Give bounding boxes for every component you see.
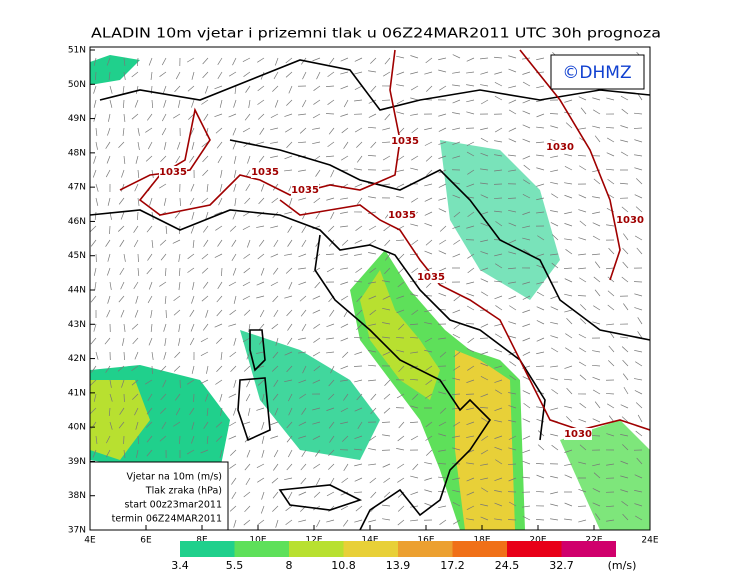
colorbar-label: 32.7: [549, 559, 574, 572]
colorbar-label: 13.9: [386, 559, 411, 572]
map-title: ALADIN 10m vjetar i prizemni tlak u 06Z2…: [91, 27, 661, 42]
colorbar-label: 10.8: [331, 559, 356, 572]
colorbar-swatch: [235, 541, 290, 557]
longitude-label: 4E: [84, 536, 96, 546]
colorbar-swatch: [453, 541, 508, 557]
latitude-label: 45N: [68, 251, 86, 261]
isobar-label: 1030: [564, 429, 592, 440]
colorbar-swatch: [344, 541, 399, 557]
isobar-label: 1035: [251, 167, 279, 178]
latitude-label: 44N: [68, 286, 86, 296]
latitude-label: 47N: [68, 183, 86, 193]
colorbar-label: 8: [286, 559, 293, 572]
isobar-label: 1035: [291, 185, 319, 196]
logo: ©DHMZ: [562, 63, 631, 83]
colorbar-swatch: [289, 541, 344, 557]
latitude-label: 41N: [68, 388, 86, 398]
legend-line: Vjetar na 10m (m/s): [127, 472, 223, 483]
latitude-label: 50N: [68, 80, 86, 90]
latitude-label: 39N: [68, 457, 86, 467]
colorbar-swatch: [507, 541, 562, 557]
colorbar-label: 17.2: [440, 559, 465, 572]
isobar-label: 1030: [546, 142, 574, 153]
latitude-label: 37N: [68, 526, 86, 536]
latitude-label: 38N: [68, 491, 86, 501]
latitude-label: 46N: [68, 217, 86, 227]
latitude-label: 48N: [68, 148, 86, 158]
longitude-label: 6E: [140, 536, 152, 546]
isobar-label: 1035: [417, 272, 445, 283]
isobar-label: 1035: [388, 210, 416, 221]
latitude-label: 40N: [68, 423, 86, 433]
isobar-label: 1030: [616, 215, 644, 226]
colorbar-label: 5.5: [226, 559, 244, 572]
legend-line: termin 06Z24MAR2011: [112, 514, 222, 525]
isobar-label: 1035: [391, 136, 419, 147]
colorbar-label: 24.5: [495, 559, 520, 572]
longitude-label: 24E: [641, 536, 658, 546]
colorbar-swatch: [398, 541, 453, 557]
latitude-label: 51N: [68, 46, 86, 56]
map-area: [90, 40, 650, 530]
colorbar-unit: (m/s): [608, 559, 637, 572]
latitude-label: 49N: [68, 114, 86, 124]
legend-line: start 00z23mar2011: [125, 500, 222, 511]
colorbar-swatch: [562, 541, 617, 557]
latitude-label: 43N: [68, 320, 86, 330]
colorbar-label: 3.4: [171, 559, 189, 572]
isobar-label: 1035: [159, 167, 187, 178]
colorbar-swatch: [180, 541, 235, 557]
legend-line: Tlak zraka (hPa): [145, 486, 222, 497]
latitude-label: 42N: [68, 354, 86, 364]
